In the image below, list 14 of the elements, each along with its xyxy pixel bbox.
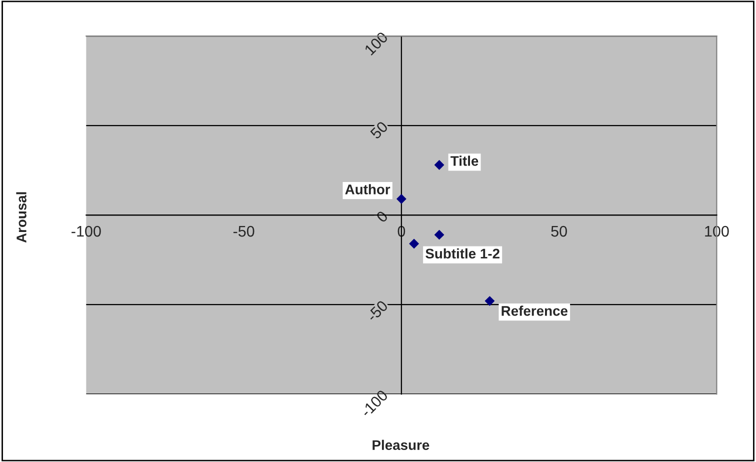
y-tick-label: 100 bbox=[364, 31, 388, 56]
y-axis-title: Arousal bbox=[16, 192, 26, 243]
y-tick-label: -100 bbox=[360, 389, 388, 418]
x-tick-label: 50 bbox=[551, 226, 567, 237]
annotation: Subtitle 1-2 bbox=[426, 248, 500, 259]
annotation: Title bbox=[450, 156, 478, 166]
annotation: Reference bbox=[502, 306, 568, 316]
x-tick-label: -50 bbox=[233, 226, 254, 237]
x-tick-label: 100 bbox=[705, 226, 729, 237]
x-tick-label: -100 bbox=[72, 226, 101, 237]
annotation: Author bbox=[345, 184, 390, 194]
x-axis-title: Pleasure bbox=[372, 440, 430, 450]
y-tick-label: -50 bbox=[366, 300, 388, 322]
y-tick-label: 50 bbox=[370, 120, 388, 140]
